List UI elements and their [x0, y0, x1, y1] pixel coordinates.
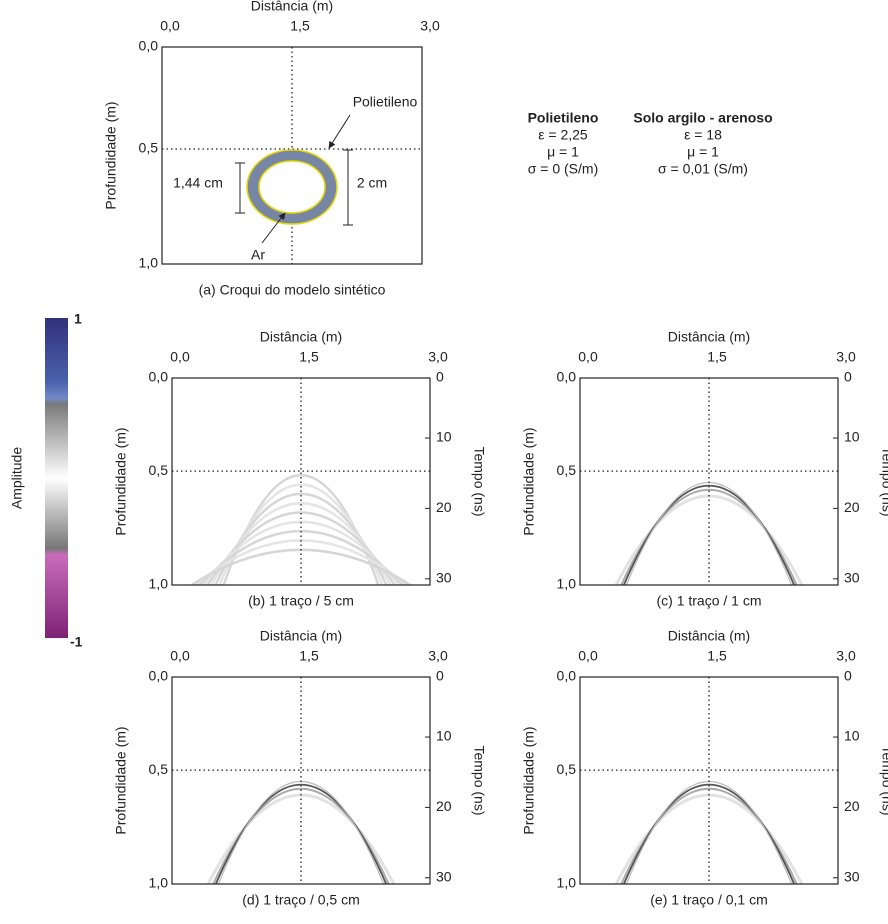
figure: 1 -1 Amplitude Distância (m) 0,0 1,5 3,0 0,0 0,5…	[0, 0, 888, 924]
dimension-label: 2 cm	[357, 175, 387, 191]
y2-tick-label: 30	[844, 868, 860, 884]
material-property: ε = 18	[684, 127, 722, 143]
y-tick-label: 0,0	[557, 369, 577, 385]
y-tick-label: 1,0	[557, 576, 577, 592]
reflection	[626, 483, 791, 585]
material-property: μ = 1	[687, 144, 719, 160]
x-tick-label: 0,0	[578, 648, 598, 664]
x-axis-title: Distância (m)	[251, 0, 333, 14]
y-tick-label: 0,5	[557, 462, 577, 478]
y2-tick-label: 20	[844, 499, 860, 515]
x-axis-title: Distância (m)	[260, 329, 342, 345]
colorbar	[45, 318, 68, 638]
y2-tick-label: 0	[436, 369, 444, 385]
y2-axis-title: Tempo (ns)	[879, 446, 888, 516]
y-axis-title: Profundidade (m)	[113, 726, 129, 834]
material-property: ε = 2,25	[538, 127, 588, 143]
y-axis-title: Profundidade (m)	[521, 427, 537, 535]
caption: (e) 1 traço / 0,1 cm	[650, 892, 767, 908]
x-tick-label: 3,0	[420, 18, 440, 34]
y-tick-label: 0,0	[149, 668, 169, 684]
caption: (d) 1 traço / 0,5 cm	[242, 892, 359, 908]
caption: (b) 1 traço / 5 cm	[248, 593, 354, 609]
x-tick-label: 1,5	[290, 18, 310, 34]
x-tick-label: 1,5	[707, 349, 727, 365]
colorbar-min: -1	[70, 634, 83, 650]
y2-tick-label: 20	[436, 499, 452, 515]
arrow	[329, 115, 350, 148]
material-label: Polietileno	[353, 94, 418, 110]
caption: (a) Croqui do modelo sintético	[199, 282, 386, 298]
y2-tick-label: 10	[436, 728, 452, 744]
y-tick-label: 0,5	[149, 462, 169, 478]
y2-tick-label: 10	[436, 429, 452, 445]
y2-tick-label: 10	[844, 429, 860, 445]
y2-tick-label: 20	[844, 798, 860, 814]
x-tick-label: 0,0	[160, 18, 180, 34]
colorbar-title: Amplitude	[9, 447, 25, 509]
pipe-air	[259, 161, 325, 213]
x-axis-title: Distância (m)	[260, 628, 342, 644]
material-name: Solo argilo - arenoso	[633, 110, 772, 126]
y2-axis-title: Tempo (ns)	[471, 745, 487, 815]
y-tick-label: 0,5	[149, 761, 169, 777]
y2-tick-label: 0	[844, 668, 852, 684]
x-tick-label: 0,0	[578, 349, 598, 365]
y-tick-label: 0,5	[557, 761, 577, 777]
y-axis-title: Profundidade (m)	[521, 726, 537, 834]
y-axis-title: Profundidade (m)	[113, 427, 129, 535]
material-name: Polietileno	[528, 110, 599, 126]
y2-axis-title: Tempo (ns)	[879, 745, 888, 815]
y-tick-label: 0,5	[139, 140, 159, 156]
x-tick-label: 1,5	[707, 648, 727, 664]
x-tick-label: 0,0	[170, 648, 190, 664]
y-tick-label: 0,0	[139, 38, 159, 54]
y-tick-label: 0,0	[149, 369, 169, 385]
x-axis-title: Distância (m)	[668, 329, 750, 345]
y-tick-label: 0,0	[557, 668, 577, 684]
y-tick-label: 1,0	[149, 576, 169, 592]
y2-tick-label: 30	[436, 868, 452, 884]
x-tick-label: 1,5	[299, 648, 319, 664]
y-tick-label: 1,0	[149, 875, 169, 891]
y-tick-label: 1,0	[139, 255, 159, 271]
reflection	[218, 782, 383, 884]
x-tick-label: 0,0	[170, 349, 190, 365]
x-axis-title: Distância (m)	[668, 628, 750, 644]
x-tick-label: 3,0	[428, 349, 448, 365]
material-property: σ = 0,01 (S/m)	[658, 161, 748, 177]
y2-tick-label: 0	[844, 369, 852, 385]
y-tick-label: 1,0	[557, 875, 577, 891]
material-property: μ = 1	[547, 144, 579, 160]
caption: (c) 1 traço / 1 cm	[656, 593, 761, 609]
y2-tick-label: 0	[436, 668, 444, 684]
y-axis-title: Profundidade (m)	[103, 101, 119, 209]
y2-tick-label: 20	[436, 798, 452, 814]
colorbar-max: 1	[74, 311, 82, 327]
x-tick-label: 3,0	[836, 648, 856, 664]
x-tick-label: 3,0	[836, 349, 856, 365]
dimension-label: 1,44 cm	[173, 175, 223, 191]
y2-tick-label: 30	[844, 569, 860, 585]
material-label: Ar	[251, 247, 265, 263]
y2-tick-label: 10	[844, 728, 860, 744]
y2-tick-label: 30	[436, 569, 452, 585]
y2-axis-title: Tempo (ns)	[471, 446, 487, 516]
x-tick-label: 1,5	[299, 349, 319, 365]
reflection	[626, 782, 791, 884]
material-property: σ = 0 (S/m)	[528, 161, 599, 177]
x-tick-label: 3,0	[428, 648, 448, 664]
